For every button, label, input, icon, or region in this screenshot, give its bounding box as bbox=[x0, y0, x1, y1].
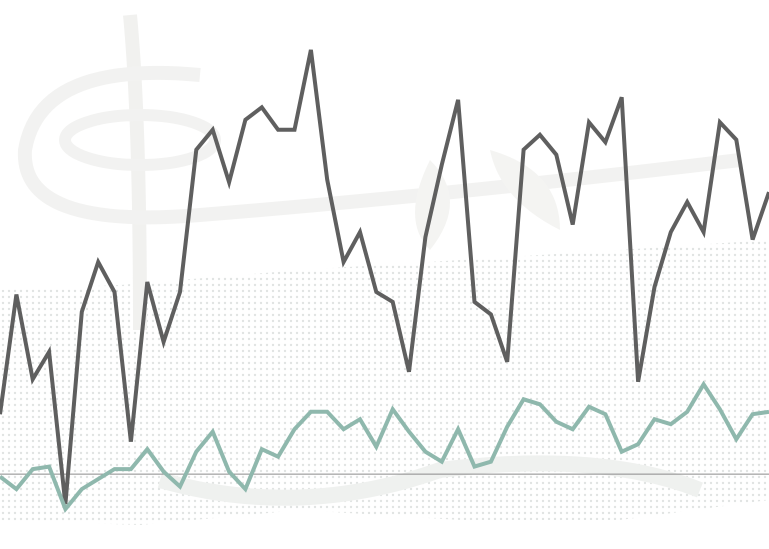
background-decoration bbox=[0, 14, 769, 525]
plot-area bbox=[0, 49, 769, 514]
data-line bbox=[0, 380, 769, 514]
data-line bbox=[0, 49, 769, 505]
